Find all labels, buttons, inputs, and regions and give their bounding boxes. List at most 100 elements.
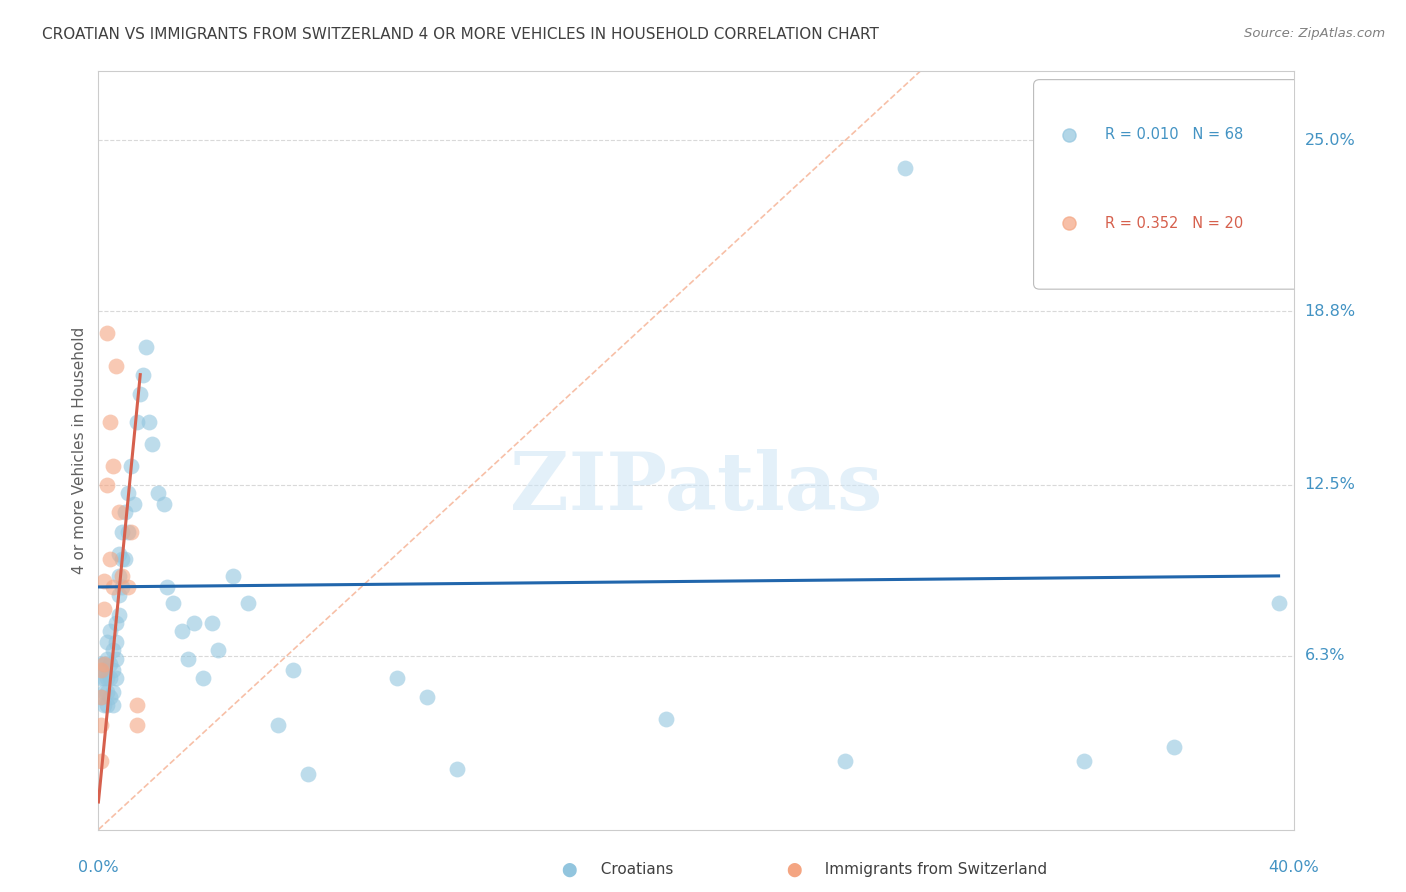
- Text: Croatians: Croatians: [591, 863, 673, 877]
- Point: [1163, 739, 1185, 754]
- Point: [105, 359, 128, 374]
- Point: [98, 415, 122, 429]
- Point: [108, 607, 131, 622]
- Point: [93, 657, 115, 672]
- Point: [93, 657, 115, 672]
- Point: [135, 340, 157, 354]
- Point: [90, 690, 112, 705]
- Point: [1267, 597, 1289, 611]
- Point: [127, 718, 149, 732]
- Point: [267, 718, 290, 732]
- Text: R = 0.010   N = 68: R = 0.010 N = 68: [1105, 128, 1243, 142]
- Point: [108, 588, 131, 602]
- Point: [385, 671, 409, 685]
- Point: [111, 524, 134, 539]
- Text: 0.0%: 0.0%: [79, 860, 118, 875]
- Point: [183, 615, 205, 630]
- Point: [655, 712, 678, 726]
- Point: [834, 754, 856, 768]
- Point: [127, 698, 149, 713]
- Point: [105, 615, 128, 630]
- Point: [108, 569, 131, 583]
- Point: [111, 569, 134, 583]
- Text: 40.0%: 40.0%: [1268, 860, 1319, 875]
- Point: [103, 643, 125, 657]
- Point: [98, 690, 122, 705]
- Point: [1073, 754, 1095, 768]
- Point: [90, 690, 112, 705]
- Point: [108, 547, 131, 561]
- Point: [1059, 216, 1081, 230]
- Point: [132, 368, 155, 382]
- Point: [96, 478, 118, 492]
- Point: [114, 506, 136, 520]
- Point: [117, 524, 139, 539]
- Point: [105, 635, 128, 649]
- Y-axis label: 4 or more Vehicles in Household: 4 or more Vehicles in Household: [72, 326, 87, 574]
- Text: 25.0%: 25.0%: [1305, 133, 1355, 148]
- Point: [162, 597, 184, 611]
- Point: [90, 754, 112, 768]
- Point: [129, 387, 152, 401]
- Text: ZIPatlas: ZIPatlas: [510, 450, 882, 527]
- Text: R = 0.352   N = 20: R = 0.352 N = 20: [1105, 216, 1243, 230]
- FancyBboxPatch shape: [1033, 79, 1406, 289]
- Point: [191, 671, 214, 685]
- Text: 6.3%: 6.3%: [1305, 648, 1346, 664]
- Point: [156, 580, 179, 594]
- Point: [98, 552, 122, 566]
- Point: [96, 635, 118, 649]
- Point: [111, 552, 134, 566]
- Point: [105, 651, 128, 665]
- Point: [894, 161, 917, 175]
- Point: [93, 574, 115, 589]
- Point: [177, 651, 200, 665]
- Point: [446, 762, 468, 776]
- Point: [124, 497, 146, 511]
- Point: [281, 663, 304, 677]
- Point: [96, 684, 118, 698]
- Point: [153, 497, 176, 511]
- Point: [103, 684, 125, 698]
- Point: [114, 552, 136, 566]
- Text: Source: ZipAtlas.com: Source: ZipAtlas.com: [1244, 27, 1385, 40]
- Point: [96, 671, 118, 685]
- Point: [96, 651, 118, 665]
- Point: [93, 698, 115, 713]
- Point: [172, 624, 194, 638]
- Point: [93, 671, 115, 685]
- Point: [297, 767, 319, 781]
- Point: [103, 663, 125, 677]
- Point: [96, 698, 118, 713]
- Point: [90, 671, 112, 685]
- Point: [98, 624, 122, 638]
- Text: 12.5%: 12.5%: [1305, 477, 1355, 492]
- Point: [103, 698, 125, 713]
- Point: [1059, 128, 1081, 142]
- Point: [90, 663, 112, 677]
- Point: [96, 326, 118, 341]
- Point: [111, 580, 134, 594]
- Text: CROATIAN VS IMMIGRANTS FROM SWITZERLAND 4 OR MORE VEHICLES IN HOUSEHOLD CORRELAT: CROATIAN VS IMMIGRANTS FROM SWITZERLAND …: [42, 27, 879, 42]
- Point: [201, 615, 224, 630]
- Point: [103, 580, 125, 594]
- Text: ⬤: ⬤: [786, 863, 803, 877]
- Point: [120, 524, 142, 539]
- Point: [117, 580, 139, 594]
- Point: [98, 671, 122, 685]
- Point: [127, 415, 149, 429]
- Text: ⬤: ⬤: [561, 863, 578, 877]
- Point: [98, 657, 122, 672]
- Point: [416, 690, 439, 705]
- Text: Immigrants from Switzerland: Immigrants from Switzerland: [815, 863, 1047, 877]
- Point: [93, 663, 115, 677]
- Point: [236, 597, 259, 611]
- Point: [103, 458, 125, 473]
- Point: [222, 569, 245, 583]
- Point: [148, 486, 170, 500]
- Point: [120, 458, 142, 473]
- Point: [108, 506, 131, 520]
- Point: [207, 643, 229, 657]
- Point: [138, 415, 160, 429]
- Point: [90, 657, 112, 672]
